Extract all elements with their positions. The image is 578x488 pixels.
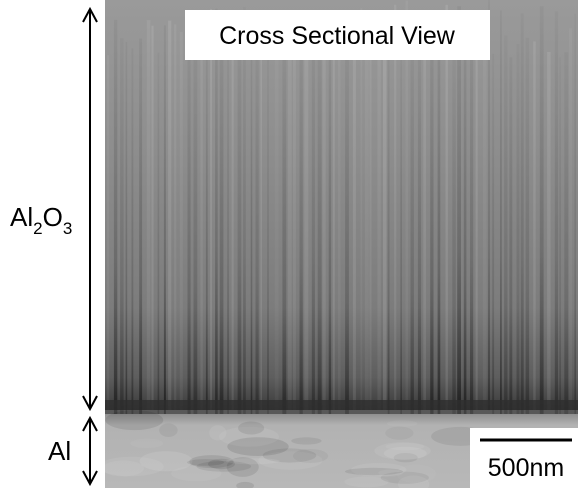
texture [130, 439, 163, 448]
texture [517, 44, 520, 454]
texture [488, 0, 490, 410]
texture [411, 47, 414, 457]
texture [168, 21, 171, 431]
texture [500, 11, 502, 421]
texture [384, 447, 427, 460]
texture [483, 41, 487, 451]
texture [238, 422, 264, 435]
texture [209, 425, 226, 440]
texture [164, 25, 166, 435]
texture [300, 20, 303, 430]
texture [312, 12, 315, 422]
page: {"title": "Cross Sectional View", "layer… [0, 0, 578, 488]
texture [256, 34, 259, 444]
oxide-label-part: O [43, 202, 63, 232]
texture [260, 34, 262, 444]
oxide-label-part: 2 [33, 219, 42, 238]
sem-image [99, 0, 578, 488]
texture [226, 458, 280, 464]
texture [464, 32, 467, 442]
texture [555, 11, 558, 421]
title: Cross Sectional View [219, 22, 456, 50]
texture [318, 46, 322, 456]
texture [574, 14, 576, 424]
texture [361, 8, 363, 418]
texture [151, 26, 153, 436]
texture [438, 26, 441, 436]
texture [114, 20, 117, 430]
texture [288, 44, 292, 454]
texture [215, 9, 218, 419]
texture [470, 16, 473, 426]
texture [210, 9, 212, 419]
oxide-label-part: 3 [63, 219, 72, 238]
texture [99, 457, 164, 477]
metal-arrow [83, 418, 97, 484]
texture [353, 46, 356, 456]
texture [385, 427, 413, 440]
oxide-arrow [83, 9, 97, 409]
texture [418, 48, 421, 458]
texture [476, 35, 478, 445]
texture [533, 41, 536, 451]
figure: Cross Sectional View Al2O3 Al 500nm [0, 0, 578, 488]
texture [394, 5, 396, 415]
texture [105, 410, 163, 430]
texture [387, 420, 417, 426]
texture [333, 33, 335, 443]
texture [338, 40, 341, 450]
texture [275, 41, 279, 451]
texture [120, 38, 124, 448]
texture [329, 45, 331, 455]
texture [132, 48, 134, 458]
texture [388, 31, 390, 441]
texture [238, 14, 242, 424]
oxide-label-part: Al [10, 202, 33, 232]
texture [430, 38, 433, 448]
texture [504, 36, 507, 446]
texture [521, 14, 524, 424]
texture [345, 468, 403, 475]
oxide-label: Al2O3 [10, 202, 72, 238]
metal-label: Al [48, 436, 71, 466]
texture [540, 6, 544, 416]
texture [267, 30, 269, 440]
texture [200, 35, 202, 445]
texture [126, 42, 128, 452]
scale-label: 500nm [488, 454, 564, 482]
texture [457, 6, 461, 416]
texture [243, 7, 246, 417]
texture [291, 437, 321, 444]
texture [377, 40, 380, 450]
texture [526, 38, 530, 448]
texture [383, 14, 387, 424]
interface [105, 400, 578, 416]
texture [365, 36, 369, 446]
texture [180, 32, 183, 442]
texture [174, 24, 176, 434]
texture [569, 28, 572, 438]
texture [147, 20, 151, 430]
texture [139, 39, 142, 449]
texture [194, 41, 198, 451]
texture [323, 10, 326, 420]
texture [227, 17, 229, 427]
texture [423, 30, 426, 440]
texture [446, 5, 448, 415]
texture [406, 0, 409, 410]
texture [159, 423, 178, 437]
texture [369, 41, 371, 451]
texture [232, 37, 234, 447]
